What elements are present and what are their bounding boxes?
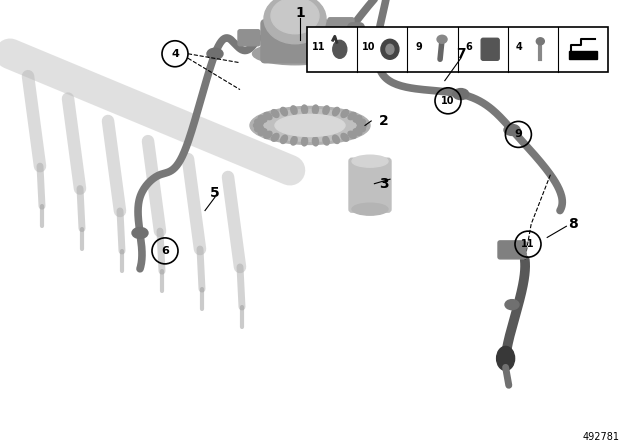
Ellipse shape	[301, 105, 308, 114]
Ellipse shape	[312, 105, 319, 114]
Ellipse shape	[264, 112, 272, 120]
Text: 10: 10	[362, 42, 375, 52]
Ellipse shape	[437, 35, 447, 43]
Ellipse shape	[341, 134, 349, 141]
Ellipse shape	[258, 129, 267, 135]
Text: 6: 6	[161, 246, 169, 256]
Ellipse shape	[386, 44, 394, 54]
Ellipse shape	[341, 110, 349, 117]
Ellipse shape	[333, 108, 339, 116]
Text: 7: 7	[456, 47, 466, 61]
Text: 2: 2	[379, 114, 389, 128]
Ellipse shape	[271, 134, 279, 141]
Ellipse shape	[253, 43, 337, 65]
Ellipse shape	[280, 108, 287, 116]
Ellipse shape	[353, 129, 362, 135]
Ellipse shape	[258, 116, 267, 122]
Text: 492781: 492781	[583, 432, 620, 442]
Ellipse shape	[356, 126, 365, 132]
FancyBboxPatch shape	[261, 20, 329, 63]
Ellipse shape	[275, 114, 345, 137]
FancyBboxPatch shape	[328, 18, 354, 36]
Ellipse shape	[264, 0, 326, 44]
Ellipse shape	[132, 228, 148, 238]
Ellipse shape	[352, 155, 388, 167]
Ellipse shape	[356, 119, 365, 125]
Text: 5: 5	[210, 185, 220, 200]
Text: 4: 4	[515, 42, 522, 52]
Text: 1: 1	[295, 6, 305, 21]
Ellipse shape	[504, 125, 520, 135]
Text: 9: 9	[515, 129, 522, 139]
Ellipse shape	[536, 38, 544, 45]
Text: 9: 9	[415, 42, 422, 52]
Ellipse shape	[312, 137, 319, 146]
Ellipse shape	[333, 135, 339, 143]
Text: 11: 11	[521, 239, 535, 249]
Text: 6: 6	[465, 42, 472, 52]
Ellipse shape	[381, 39, 399, 59]
Text: 4: 4	[171, 49, 179, 59]
Text: 3: 3	[379, 177, 389, 191]
Ellipse shape	[271, 110, 279, 117]
Ellipse shape	[280, 135, 287, 143]
Ellipse shape	[250, 107, 370, 144]
Ellipse shape	[323, 106, 329, 115]
FancyBboxPatch shape	[349, 158, 391, 212]
Ellipse shape	[291, 136, 297, 145]
Ellipse shape	[256, 109, 364, 142]
Ellipse shape	[207, 48, 223, 59]
FancyBboxPatch shape	[569, 51, 597, 59]
Ellipse shape	[264, 131, 272, 138]
Ellipse shape	[358, 122, 367, 129]
Ellipse shape	[453, 89, 468, 99]
Ellipse shape	[353, 116, 362, 122]
Ellipse shape	[505, 300, 519, 310]
Ellipse shape	[497, 346, 515, 370]
FancyBboxPatch shape	[238, 30, 260, 46]
Ellipse shape	[253, 122, 262, 129]
Text: 8: 8	[568, 217, 578, 231]
Ellipse shape	[271, 0, 319, 34]
Ellipse shape	[333, 40, 347, 58]
Text: 11: 11	[312, 42, 325, 52]
Ellipse shape	[291, 106, 297, 115]
FancyBboxPatch shape	[498, 241, 526, 259]
Ellipse shape	[255, 119, 264, 125]
Ellipse shape	[348, 112, 356, 120]
Ellipse shape	[323, 136, 329, 145]
FancyBboxPatch shape	[481, 38, 499, 60]
Text: 10: 10	[441, 96, 455, 106]
Ellipse shape	[301, 137, 308, 146]
Ellipse shape	[352, 203, 388, 215]
FancyBboxPatch shape	[307, 27, 608, 72]
Ellipse shape	[255, 126, 264, 132]
Ellipse shape	[348, 131, 356, 138]
